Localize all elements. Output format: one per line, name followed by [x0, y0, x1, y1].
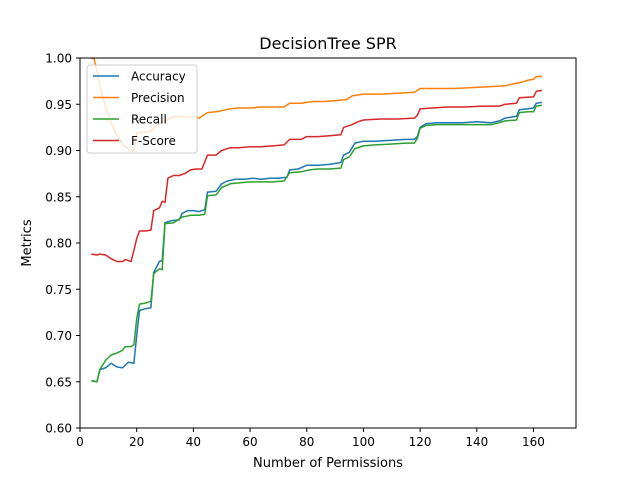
x-tick-label: 0 — [76, 435, 84, 449]
x-tick-label: 100 — [352, 435, 375, 449]
series-line-accuracy — [91, 101, 543, 383]
x-tick-label: 160 — [522, 435, 545, 449]
plot-area-frame — [79, 57, 577, 429]
x-tick-label: 40 — [186, 435, 201, 449]
legend-box — [86, 64, 198, 154]
y-tick-label: 0.80 — [45, 237, 72, 251]
y-tick-label: 0.60 — [45, 422, 72, 436]
y-tick-label: 0.75 — [45, 283, 72, 297]
series-line-f-score — [91, 89, 543, 263]
y-tick-label: 0.85 — [45, 190, 72, 204]
y-axis-label: Metrics — [20, 219, 35, 266]
x-axis-label: Number of Permissions — [253, 456, 403, 471]
x-tick-label: 60 — [242, 435, 257, 449]
y-tick-label: 1.00 — [45, 52, 72, 66]
x-tick-label: 140 — [465, 435, 488, 449]
y-tick-label: 0.70 — [45, 329, 72, 343]
legend-label: Precision — [131, 91, 185, 105]
y-tick-label: 0.65 — [45, 375, 72, 389]
y-tick-label: 0.90 — [45, 144, 72, 158]
legend: Accuracy Precision Recall F-Score — [86, 64, 198, 154]
series-line-recall — [91, 104, 543, 383]
legend-label: F-Score — [131, 134, 176, 148]
x-tick-label: 20 — [129, 435, 144, 449]
chart-title: DecisionTree SPR — [259, 34, 396, 53]
x-tick-label: 80 — [299, 435, 314, 449]
x-tick-label: 120 — [409, 435, 432, 449]
legend-label: Recall — [131, 113, 167, 127]
y-tick-label: 0.95 — [45, 98, 72, 112]
legend-label: Accuracy — [131, 70, 186, 84]
axis-ticks: 0 20 40 60 80 100 120 140 160 0.60 0.65 0.70 0.75 0.8… — [45, 52, 545, 450]
